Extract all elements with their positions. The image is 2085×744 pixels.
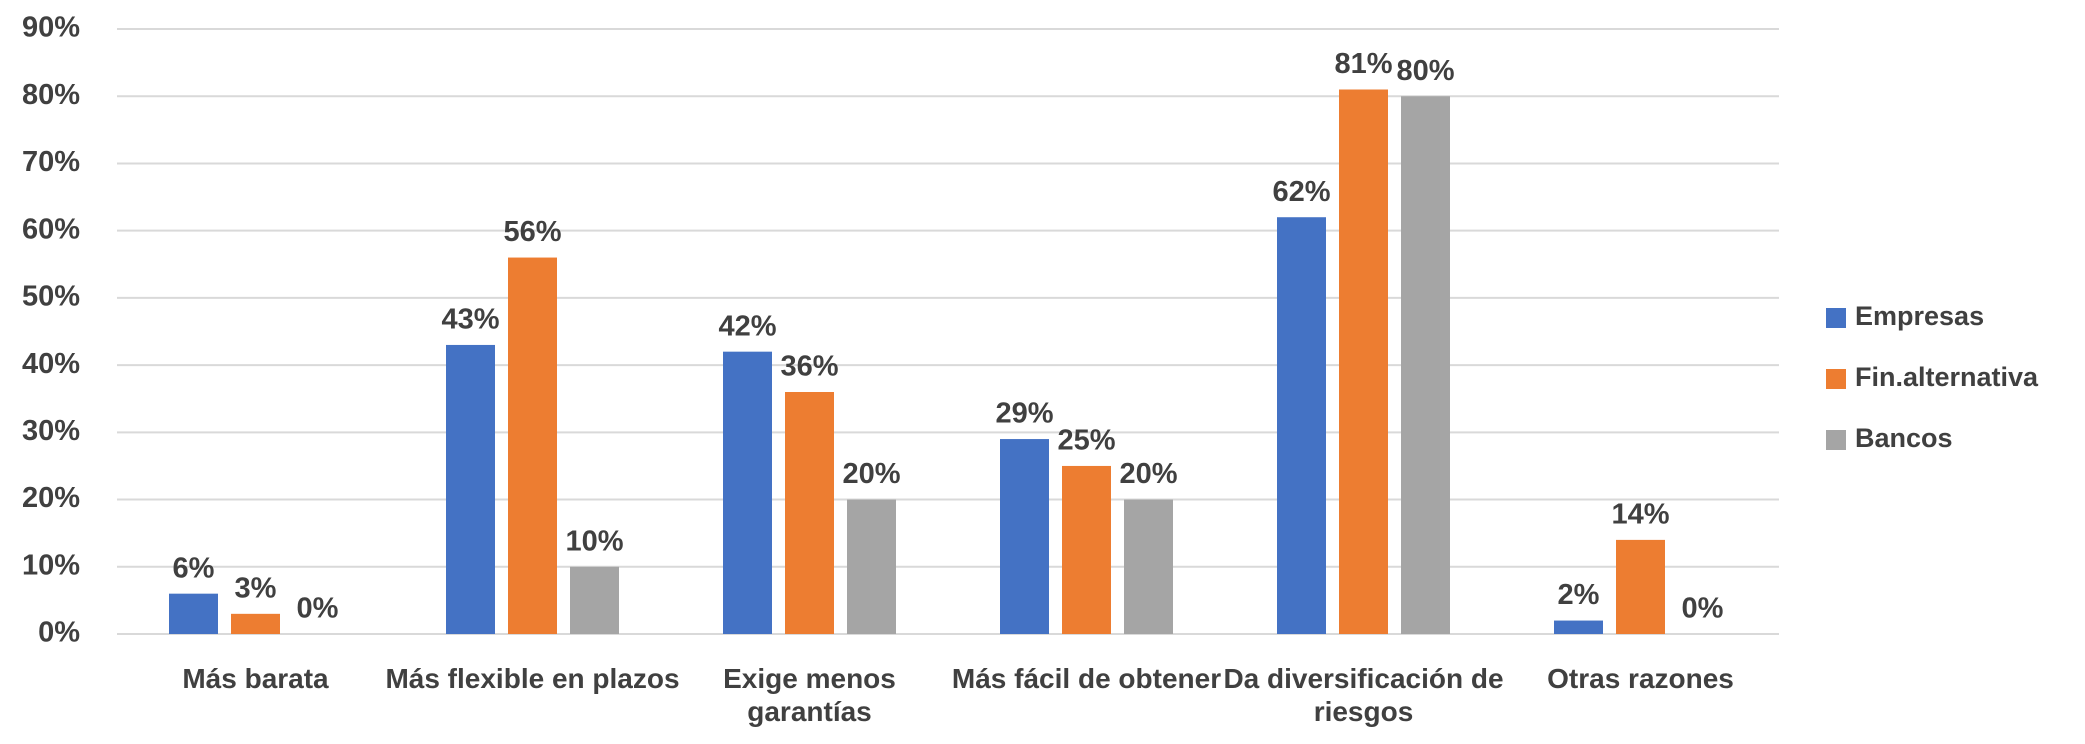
bar (446, 344, 495, 634)
x-tick-label: Más fácil de obtener (951, 663, 1222, 694)
data-label: 0% (297, 593, 339, 625)
y-tick-label: 10% (22, 549, 80, 581)
data-label: 20% (1119, 458, 1177, 490)
legend-label: Empresas (1855, 301, 1984, 331)
y-tick-label: 60% (22, 213, 80, 245)
x-tick-label: Más flexible en plazos (385, 663, 680, 694)
data-label: 42% (718, 310, 776, 342)
bar (1616, 539, 1665, 634)
data-label: 56% (503, 216, 561, 248)
legend-swatch (1826, 430, 1846, 450)
x-tick-label: Da diversificación de riesgos (1223, 663, 1504, 728)
bar (1124, 499, 1173, 634)
bar (508, 257, 557, 634)
x-tick-label: Más barata (182, 663, 329, 694)
y-tick-label: 0% (38, 617, 80, 649)
legend-swatch (1826, 308, 1846, 328)
data-label: 29% (995, 398, 1053, 430)
data-label: 62% (1272, 176, 1330, 208)
data-label: 36% (780, 351, 838, 383)
legend-swatch (1826, 369, 1846, 389)
bar (1062, 465, 1111, 634)
x-tick-label: Exige menos garantías (723, 663, 896, 728)
y-tick-label: 70% (22, 146, 80, 178)
data-label: 81% (1334, 48, 1392, 80)
legend-label: Bancos (1855, 423, 1953, 453)
y-tick-label: 50% (22, 281, 80, 313)
y-tick-label: 80% (22, 79, 80, 111)
y-tick-label: 40% (22, 348, 80, 380)
x-tick-label: Otras razones (1547, 663, 1734, 694)
bar (847, 499, 896, 634)
data-label: 25% (1057, 425, 1115, 457)
data-label: 2% (1558, 579, 1600, 611)
y-tick-label: 30% (22, 415, 80, 447)
bar (169, 593, 218, 634)
y-tick-label: 90% (22, 12, 80, 44)
y-tick-label: 20% (22, 482, 80, 514)
bar (1554, 620, 1603, 634)
legend-label: Fin.alternativa (1855, 362, 2039, 392)
data-label: 20% (842, 458, 900, 490)
data-label: 0% (1682, 593, 1724, 625)
bar (570, 566, 619, 634)
bar (785, 392, 834, 634)
data-label: 80% (1396, 55, 1454, 87)
data-label: 10% (565, 525, 623, 557)
data-label: 14% (1611, 499, 1669, 531)
bar (1277, 217, 1326, 634)
bar (1401, 96, 1450, 634)
data-label: 3% (235, 572, 277, 604)
bar (723, 351, 772, 634)
bar (231, 613, 280, 634)
data-label: 43% (441, 304, 499, 336)
bar (1000, 439, 1049, 634)
data-label: 6% (173, 552, 215, 584)
bar (1339, 89, 1388, 634)
